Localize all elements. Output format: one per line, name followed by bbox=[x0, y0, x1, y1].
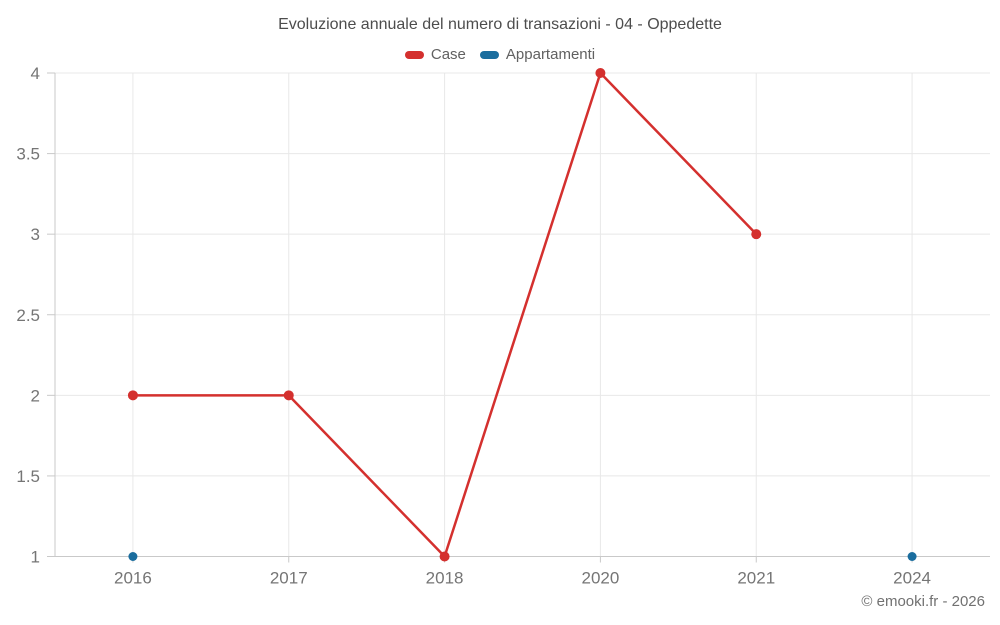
x-tick-label: 2017 bbox=[270, 569, 308, 588]
x-tick-label: 2021 bbox=[737, 569, 775, 588]
data-point-case[interactable] bbox=[127, 390, 138, 401]
copyright-footer: © emooki.fr - 2026 bbox=[861, 593, 985, 610]
data-point-case[interactable] bbox=[751, 229, 762, 240]
x-tick-label: 2016 bbox=[114, 569, 152, 588]
data-point-case[interactable] bbox=[595, 68, 606, 78]
data-point-case[interactable] bbox=[283, 390, 294, 401]
y-tick-label: 4 bbox=[31, 64, 40, 83]
legend-swatch-case bbox=[404, 50, 424, 59]
y-tick-label: 1 bbox=[31, 548, 40, 567]
data-point-case[interactable] bbox=[439, 551, 450, 562]
legend-label-case: Case bbox=[430, 46, 466, 63]
legend-label-appartamenti: Appartamenti bbox=[505, 46, 596, 63]
legend-swatch-appartamenti bbox=[479, 50, 499, 59]
data-point-appartamenti[interactable] bbox=[128, 552, 138, 561]
data-point-appartamenti[interactable] bbox=[907, 552, 917, 561]
x-tick-label: 2020 bbox=[582, 569, 620, 588]
y-tick-label: 2.5 bbox=[16, 306, 40, 325]
y-tick-label: 1.5 bbox=[16, 467, 40, 486]
legend-item-appartamenti[interactable]: Appartamenti bbox=[479, 46, 596, 63]
legend-item-case[interactable]: Case bbox=[404, 46, 466, 63]
x-tick-label: 2024 bbox=[893, 569, 931, 588]
legend: Case Appartamenti bbox=[0, 46, 1000, 63]
y-tick-label: 3.5 bbox=[16, 145, 40, 164]
x-tick-label: 2018 bbox=[426, 569, 464, 588]
y-tick-label: 3 bbox=[31, 225, 40, 244]
y-tick-label: 2 bbox=[31, 386, 40, 405]
chart-title: Evoluzione annuale del numero di transaz… bbox=[278, 16, 722, 33]
